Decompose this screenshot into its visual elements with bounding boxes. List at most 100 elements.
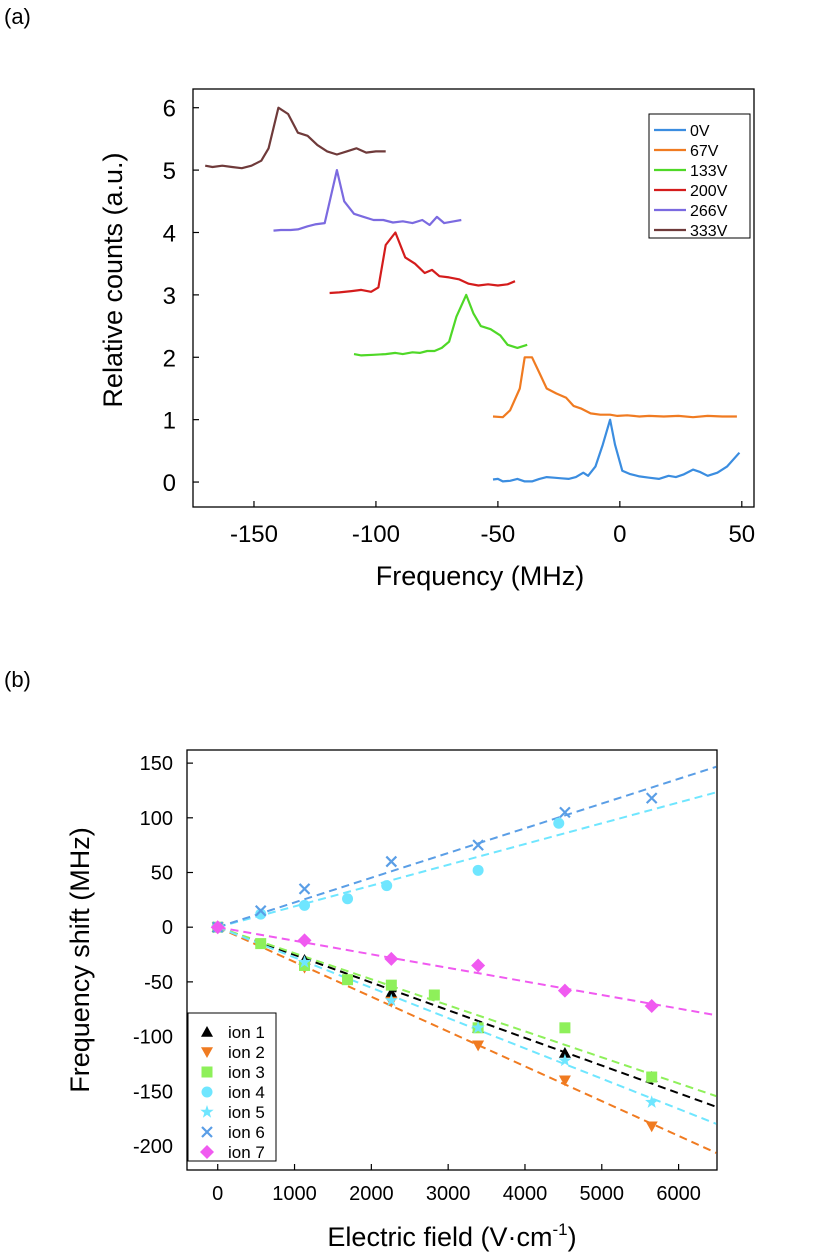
b-xtick-label: 2000 [349, 1183, 394, 1205]
a-legend-label: 67V [690, 143, 719, 160]
panel-a-legend-box [648, 113, 751, 239]
b-point-ion-7 [557, 983, 572, 998]
b-point-ion-3 [646, 1071, 658, 1083]
a-xtick-label: -50 [481, 521, 516, 548]
a-legend-label: 266V [690, 203, 728, 220]
b-legend-marker [201, 1047, 213, 1058]
a-series-line-133V [353, 293, 528, 357]
b-point-ion-3 [559, 1022, 571, 1034]
b-legend-label: ion 1 [228, 1023, 265, 1042]
b-point-ion-3 [342, 974, 354, 986]
panel-b-xlabel-text: Electric field (V·cm [327, 1222, 552, 1252]
b-legend-label: ion 3 [228, 1063, 265, 1082]
b-fit-line-ion-1 [217, 926, 717, 1108]
a-ytick-label: 4 [163, 220, 176, 247]
b-point-ion-6 [559, 806, 571, 819]
b-point-ion-2 [558, 1075, 571, 1087]
a-series-line-0V [492, 418, 741, 483]
b-point-ion-7 [297, 933, 312, 948]
a-ytick-label: 6 [163, 96, 176, 123]
a-ytick-label: 1 [163, 408, 176, 435]
b-point-ion-6 [645, 792, 658, 804]
b-point-ion-1 [558, 1046, 571, 1058]
b-ytick-label: 100 [140, 808, 173, 830]
b-ytick-label: -50 [144, 972, 173, 994]
b-ytick-label: 50 [151, 863, 173, 885]
b-legend-marker [200, 1145, 214, 1159]
b-xtick-label: 6000 [656, 1183, 701, 1205]
b-point-ion-7 [471, 958, 486, 973]
b-legend-marker [201, 1026, 213, 1037]
b-point-ion-4 [255, 908, 267, 920]
b-legend-marker [201, 1066, 213, 1078]
b-fit-line-ion-3 [217, 926, 717, 1098]
b-point-ion-4 [553, 817, 565, 829]
b-point-ion-5 [471, 1020, 485, 1034]
b-xtick-label: 1000 [272, 1183, 317, 1205]
b-point-ion-7 [644, 998, 659, 1013]
panel-b-label: (b) [4, 667, 31, 692]
b-fit-line-ion-2 [217, 926, 717, 1154]
a-xtick-label: 50 [728, 521, 755, 548]
b-point-ion-1 [385, 986, 398, 998]
a-ytick-label: 0 [163, 470, 176, 497]
panel-b-xlabel-close: ) [568, 1222, 577, 1252]
b-ytick-label: 150 [140, 753, 173, 775]
a-legend-label: 333V [690, 223, 728, 240]
b-legend-label: ion 2 [228, 1043, 265, 1062]
b-point-ion-2 [645, 1121, 658, 1133]
b-ytick-label: -150 [133, 1081, 173, 1103]
b-point-ion-5 [645, 1095, 659, 1108]
b-fit-line-ion-7 [217, 926, 717, 1017]
b-point-ion-4 [472, 864, 484, 876]
b-point-ion-5 [297, 955, 312, 968]
b-point-ion-7 [384, 951, 399, 966]
b-point-ion-4 [342, 893, 354, 905]
b-point-ion-3 [299, 959, 311, 971]
a-legend-label: 200V [690, 183, 728, 200]
a-ytick-label: 2 [163, 345, 176, 372]
a-xtick-label: 0 [613, 521, 626, 548]
a-series-line-333V [205, 106, 386, 170]
b-xtick-label: 3000 [426, 1183, 471, 1205]
b-point-ion-2 [472, 1040, 485, 1052]
a-legend-label: 133V [690, 163, 728, 180]
b-fit-line-ion-6 [217, 765, 717, 929]
b-point-ion-5 [558, 1053, 572, 1067]
a-xtick-label: -150 [230, 521, 278, 548]
b-legend-label: ion 7 [228, 1143, 265, 1162]
panel-b-ylabel: Frequency shift (MHz) [65, 827, 95, 1093]
panel-a-xlabel: Frequency (MHz) [376, 561, 585, 591]
b-fit-line-ion-5 [217, 926, 717, 1125]
b-ytick-label: -100 [133, 1027, 173, 1049]
b-ytick-label: 0 [162, 917, 173, 939]
a-series-line-200V [329, 231, 516, 295]
b-point-ion-4 [299, 899, 311, 911]
b-point-ion-3 [385, 979, 397, 991]
panel-b-chart: 0 1000 2000 3000 4000 5000 6000 150 100 50 0 -50 -10… [65, 749, 718, 1252]
b-point-ion-6 [472, 839, 484, 851]
a-legend-label: 0V [690, 123, 710, 140]
b-legend-label: ion 5 [228, 1103, 265, 1122]
b-point-ion-3 [255, 938, 267, 950]
b-point-ion-3 [428, 989, 440, 1001]
panel-a-frame [192, 88, 755, 508]
b-legend-marker [201, 1126, 213, 1138]
a-xtick-label: -100 [352, 521, 400, 548]
b-point-ion-4 [381, 880, 393, 892]
a-series-line-67V [492, 356, 737, 419]
b-ytick-label: -200 [133, 1136, 173, 1158]
a-ytick-label: 3 [163, 283, 176, 310]
b-legend-marker [201, 1086, 213, 1098]
b-legend-label: ion 4 [228, 1083, 265, 1102]
panel-a-ylabel: Relative counts (a.u.) [98, 152, 128, 407]
panel-a-label: (a) [4, 4, 31, 29]
panel-b-frame [186, 749, 718, 1171]
b-legend-label: ion 6 [228, 1123, 265, 1142]
a-series-line-266V [273, 169, 462, 232]
a-ytick-label: 5 [163, 158, 176, 185]
panel-b-xlabel-sup: -1 [552, 1220, 567, 1239]
b-xtick-label: 4000 [503, 1183, 548, 1205]
b-point-ion-6 [254, 905, 267, 917]
